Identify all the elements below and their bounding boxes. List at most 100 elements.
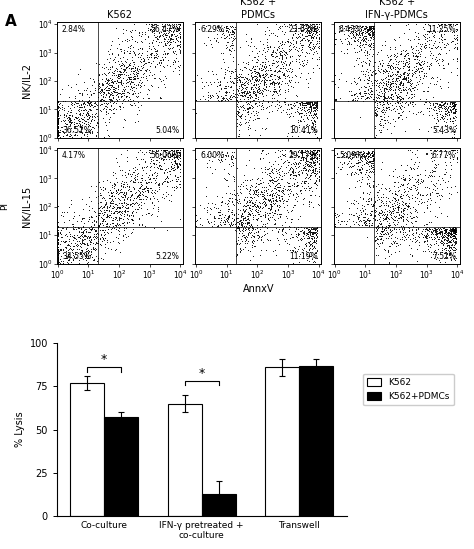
Point <box>238 209 246 218</box>
Point <box>369 156 377 165</box>
Point <box>365 194 373 203</box>
Point <box>73 244 81 253</box>
Point <box>106 68 113 76</box>
Point <box>206 204 214 212</box>
Point <box>291 29 298 38</box>
Point <box>103 203 111 211</box>
Point <box>311 42 319 51</box>
Point <box>54 133 61 142</box>
Point <box>102 82 109 91</box>
Point <box>236 111 243 120</box>
Point <box>54 259 61 268</box>
Point <box>125 203 132 212</box>
Point <box>289 173 297 182</box>
Point <box>315 149 323 158</box>
Point <box>312 26 320 35</box>
Point <box>365 40 373 48</box>
Point <box>134 65 141 74</box>
Point <box>173 24 181 33</box>
Point <box>106 194 113 203</box>
Point <box>82 120 89 128</box>
Point <box>454 32 461 41</box>
Point <box>54 239 61 248</box>
Point <box>436 50 444 59</box>
Point <box>77 64 84 73</box>
Point <box>92 182 100 191</box>
Point <box>278 22 286 31</box>
Point <box>67 97 75 106</box>
Point <box>241 72 248 81</box>
Point <box>398 46 405 55</box>
Point <box>304 115 312 124</box>
Point <box>304 26 312 35</box>
Point <box>61 243 69 251</box>
Point <box>115 85 122 93</box>
Point <box>451 40 459 48</box>
Point <box>149 204 156 212</box>
Point <box>256 203 264 211</box>
Point <box>452 239 459 248</box>
Point <box>331 220 338 228</box>
Point <box>444 103 452 112</box>
Point <box>382 215 390 223</box>
Point <box>288 148 295 156</box>
Point <box>352 80 359 88</box>
Point <box>272 216 279 225</box>
Point <box>279 225 286 233</box>
Point <box>270 42 278 51</box>
Point <box>306 107 313 115</box>
Point <box>375 242 383 250</box>
Point <box>303 229 310 238</box>
Point <box>294 192 301 200</box>
Point <box>245 80 252 88</box>
Point <box>204 88 212 97</box>
Point <box>250 232 257 241</box>
Point <box>54 259 61 268</box>
Point <box>54 133 61 142</box>
Point <box>302 101 310 110</box>
Point <box>310 233 318 242</box>
Point <box>213 91 220 99</box>
Point <box>129 74 137 83</box>
Point <box>109 55 117 64</box>
Point <box>168 30 176 39</box>
Point <box>169 176 176 184</box>
Point <box>281 47 288 55</box>
Point <box>62 122 69 131</box>
Point <box>265 76 273 85</box>
Point <box>115 199 123 208</box>
Point <box>306 236 314 245</box>
Point <box>438 55 446 64</box>
Point <box>289 24 297 32</box>
Point <box>122 189 130 198</box>
Point <box>257 187 265 196</box>
Point <box>94 221 102 230</box>
Point <box>73 133 81 142</box>
Point <box>98 86 106 94</box>
Point <box>261 195 269 204</box>
Point <box>388 60 395 69</box>
Point <box>410 48 417 57</box>
Point <box>380 91 388 100</box>
Point <box>313 223 321 232</box>
Point <box>105 194 113 203</box>
Point <box>176 145 184 154</box>
Point <box>54 255 61 264</box>
Point <box>54 127 61 136</box>
Point <box>174 26 182 35</box>
Point <box>100 87 108 96</box>
Point <box>414 63 422 72</box>
Point <box>141 175 148 184</box>
Point <box>90 220 98 228</box>
Point <box>101 216 109 225</box>
Point <box>239 202 246 211</box>
Point <box>281 152 289 161</box>
Point <box>392 216 399 225</box>
Point <box>75 133 82 142</box>
Point <box>137 51 145 60</box>
Point <box>250 164 257 172</box>
Point <box>367 93 374 102</box>
Point <box>203 206 211 215</box>
Point <box>136 189 144 198</box>
Point <box>293 181 301 189</box>
